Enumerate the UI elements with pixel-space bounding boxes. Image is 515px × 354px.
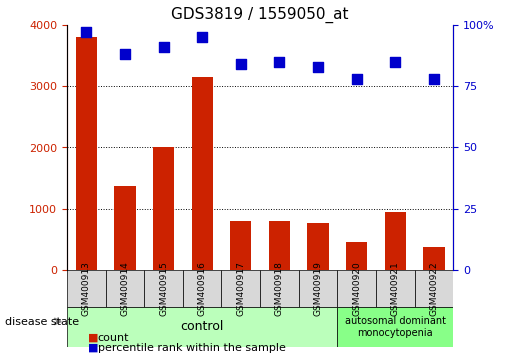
Point	[121, 51, 129, 57]
FancyBboxPatch shape	[67, 307, 337, 347]
Bar	[230, 221, 251, 270]
Text: GSM400920: GSM400920	[352, 261, 361, 316]
Text: GSM400913: GSM400913	[82, 261, 91, 316]
Text: ■: ■	[88, 333, 98, 343]
Point	[198, 34, 206, 40]
Text: percentile rank within the sample: percentile rank within the sample	[98, 343, 286, 353]
Text: GSM400917: GSM400917	[236, 261, 245, 316]
Text: control: control	[180, 320, 224, 333]
Point	[82, 29, 91, 35]
Point	[314, 64, 322, 69]
FancyBboxPatch shape	[144, 270, 183, 307]
Title: GDS3819 / 1559050_at: GDS3819 / 1559050_at	[171, 7, 349, 23]
Text: count: count	[98, 333, 129, 343]
FancyBboxPatch shape	[337, 270, 376, 307]
Text: GSM400919: GSM400919	[314, 261, 322, 316]
Point	[275, 59, 283, 64]
FancyBboxPatch shape	[106, 270, 144, 307]
Text: GSM400914: GSM400914	[121, 261, 129, 316]
Text: GSM400916: GSM400916	[198, 261, 207, 316]
Point	[352, 76, 360, 82]
Bar	[114, 185, 135, 270]
FancyBboxPatch shape	[415, 270, 453, 307]
Bar	[307, 223, 329, 270]
Text: ■: ■	[88, 343, 98, 353]
Bar	[192, 77, 213, 270]
FancyBboxPatch shape	[299, 270, 337, 307]
FancyBboxPatch shape	[376, 270, 415, 307]
FancyBboxPatch shape	[260, 270, 299, 307]
Text: GSM400921: GSM400921	[391, 261, 400, 316]
Text: GSM400915: GSM400915	[159, 261, 168, 316]
Text: GSM400918: GSM400918	[275, 261, 284, 316]
Point	[391, 59, 400, 64]
Bar	[269, 221, 290, 270]
Bar	[346, 242, 367, 270]
Bar	[385, 212, 406, 270]
Text: disease state: disease state	[5, 317, 79, 327]
FancyBboxPatch shape	[67, 270, 106, 307]
Bar	[153, 148, 174, 270]
FancyBboxPatch shape	[337, 307, 453, 347]
Point	[159, 44, 167, 50]
Point	[430, 76, 438, 82]
Point	[236, 61, 245, 67]
Text: autosomal dominant
monocytopenia: autosomal dominant monocytopenia	[345, 316, 446, 338]
Bar	[423, 247, 444, 270]
Text: GSM400922: GSM400922	[430, 261, 438, 316]
Bar	[76, 37, 97, 270]
FancyBboxPatch shape	[183, 270, 221, 307]
FancyBboxPatch shape	[221, 270, 260, 307]
